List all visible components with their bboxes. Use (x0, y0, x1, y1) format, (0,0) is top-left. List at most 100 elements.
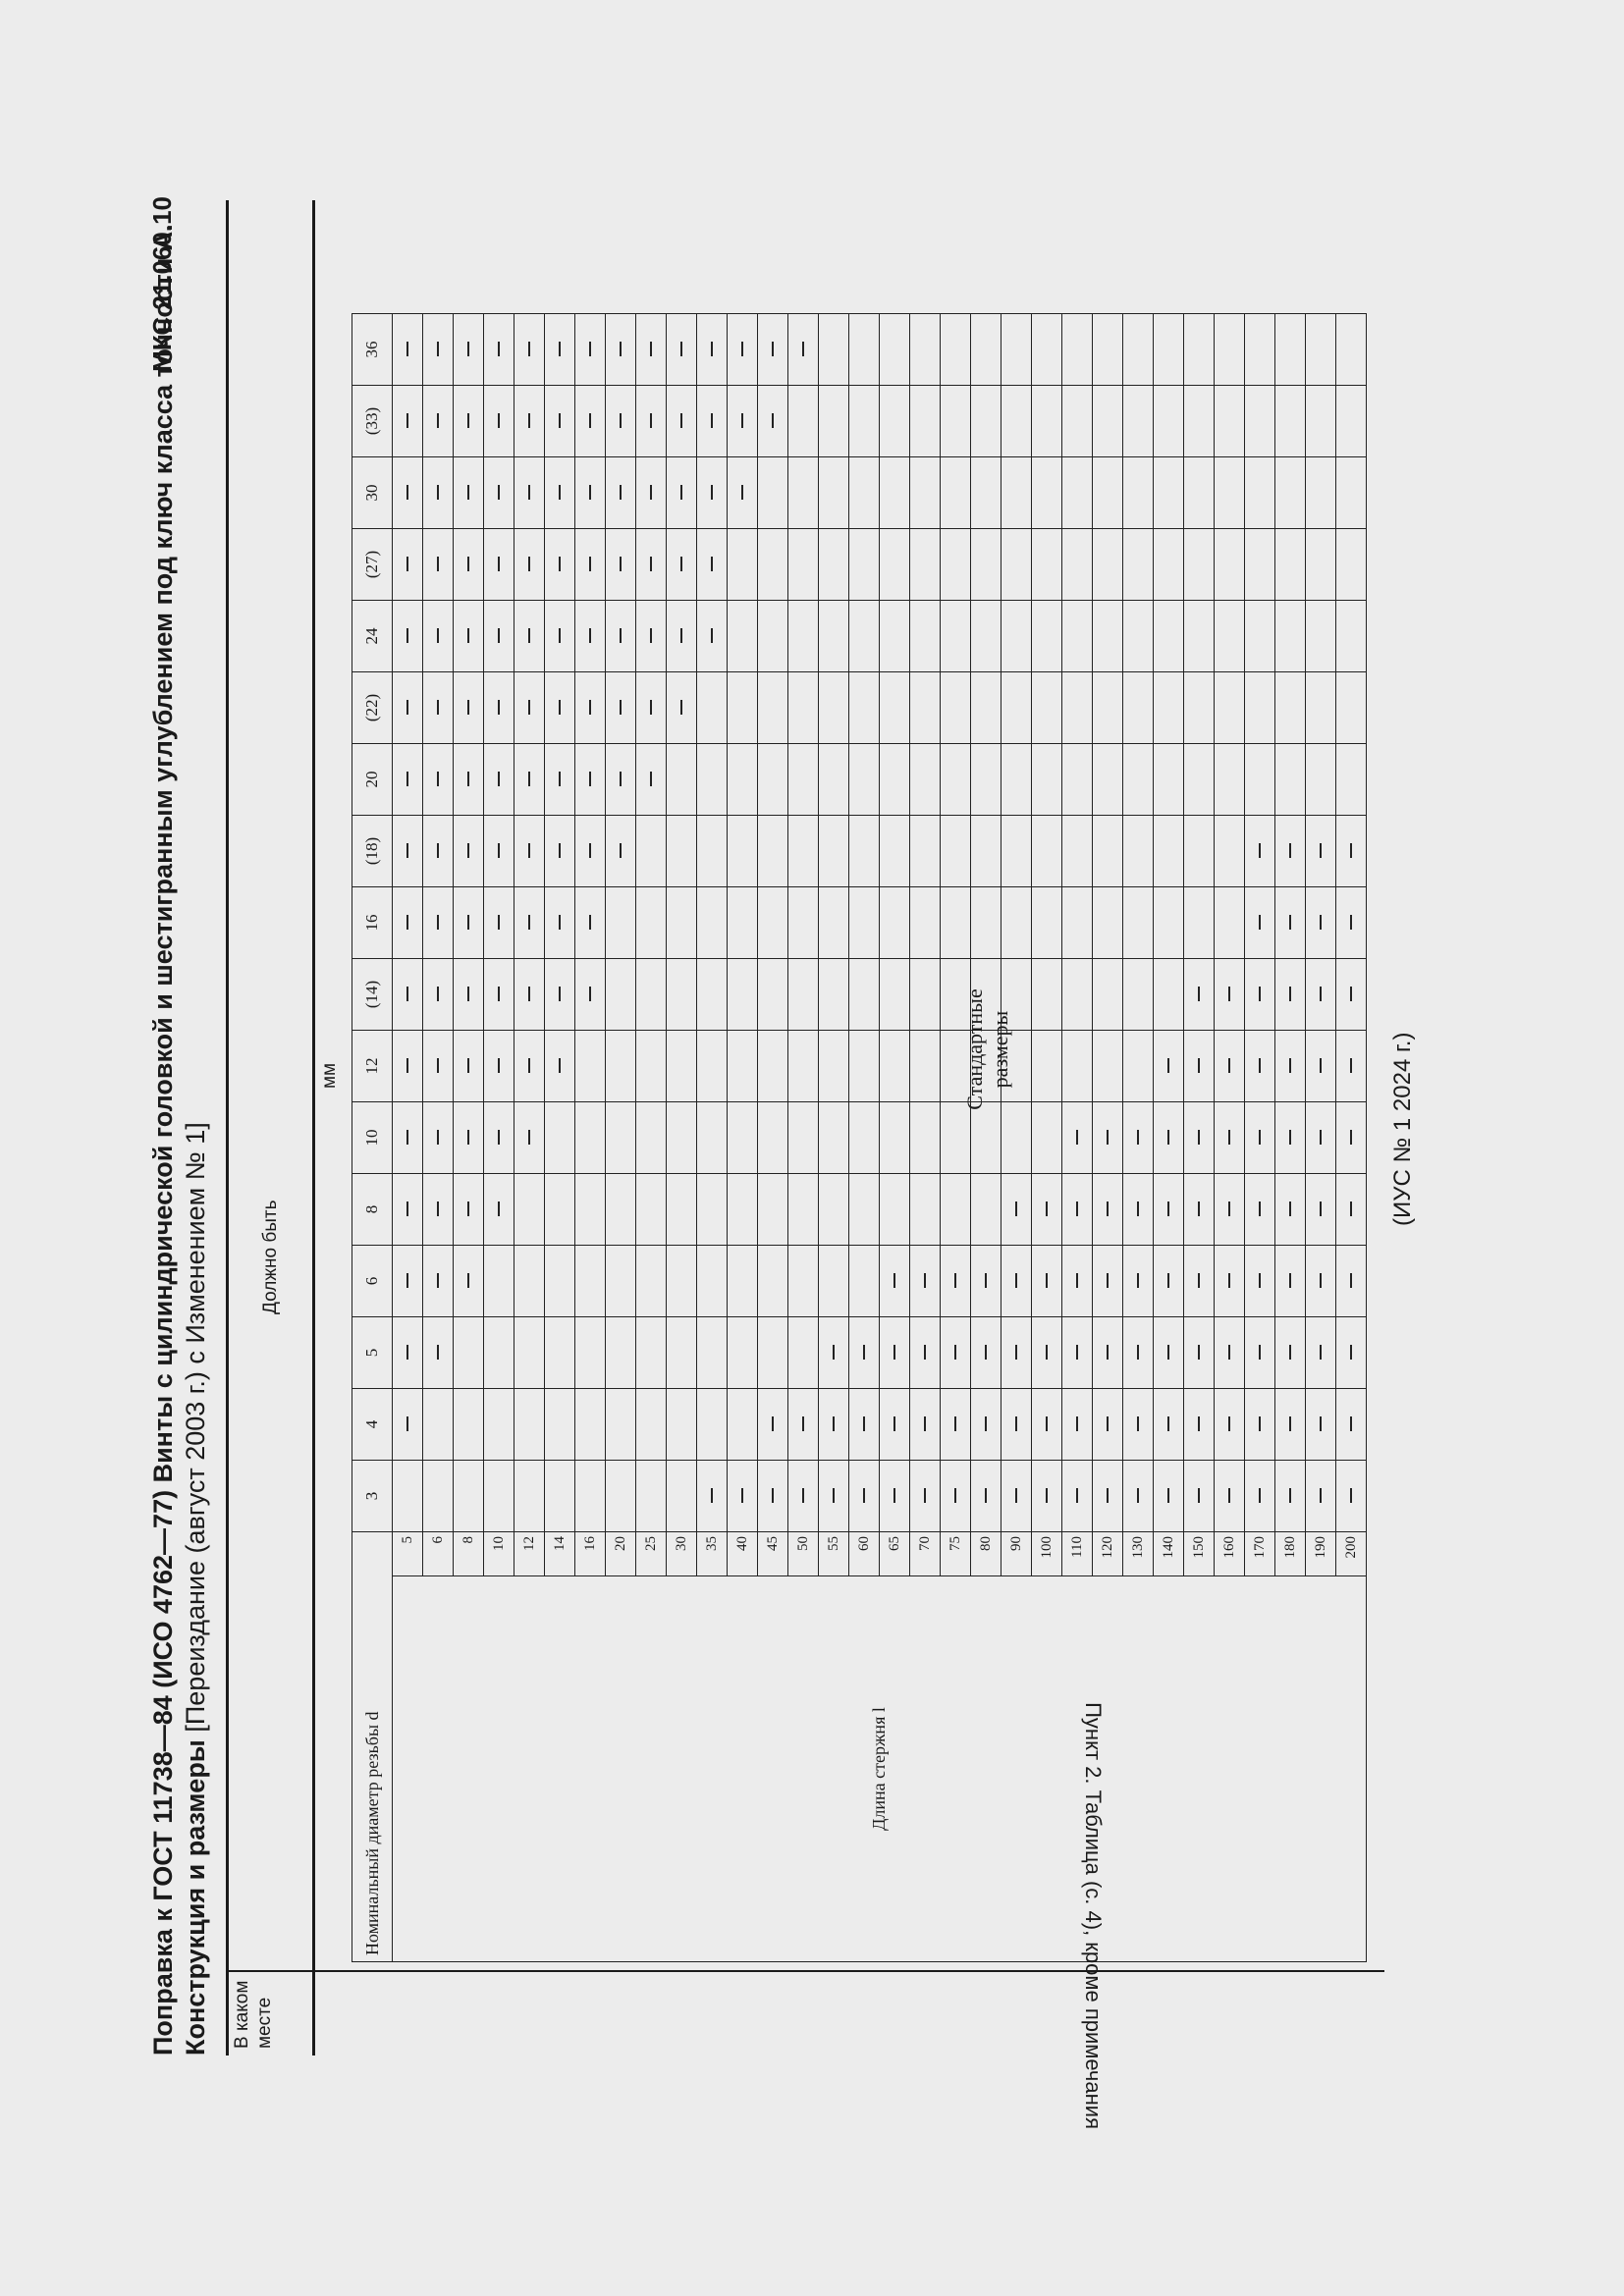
dash-cell (1001, 1245, 1032, 1317)
standard-cell (1122, 958, 1154, 1031)
frame-column-divider (226, 1970, 1384, 1972)
standard-cell (1061, 671, 1093, 744)
dash-cell (483, 671, 514, 744)
dash-cell (787, 1388, 819, 1461)
dash-cell (1274, 1030, 1306, 1102)
standard-cell (757, 1173, 788, 1246)
standard-sizes-note: Стандартные размеры (962, 988, 1012, 1110)
dash-cell (727, 456, 758, 529)
dash-cell (483, 958, 514, 1031)
standard-cell (1122, 313, 1154, 386)
standard-cell (1244, 743, 1275, 816)
dash-cell (666, 671, 697, 744)
standard-cell (1122, 815, 1154, 887)
standard-cell (1122, 528, 1154, 601)
dash-cell (544, 1030, 575, 1102)
dash-cell (1122, 1460, 1154, 1532)
dash-cell (1153, 1030, 1184, 1102)
dash-cell (544, 600, 575, 672)
standard-cell (848, 456, 880, 529)
diameter-header: 3 (352, 1460, 393, 1532)
dash-cell (514, 528, 545, 601)
dash-cell (514, 385, 545, 457)
dash-cell (544, 528, 575, 601)
dash-cell (1183, 1030, 1215, 1102)
standard-cell (879, 456, 910, 529)
dash-cell (1001, 1460, 1032, 1532)
length-value: 80 (970, 1531, 1001, 1576)
dash-cell (422, 385, 454, 457)
dash-cell (453, 385, 484, 457)
dash-cell (453, 456, 484, 529)
dash-cell (422, 958, 454, 1031)
standard-cell (909, 743, 941, 816)
should-be-column-header: Должно быть (260, 1200, 281, 1314)
dash-cell (544, 313, 575, 386)
dash-cell (1031, 1173, 1062, 1246)
dash-cell (453, 313, 484, 386)
dash-cell (392, 456, 423, 529)
dash-cell (1122, 1101, 1154, 1174)
dash-cell (1214, 1245, 1245, 1317)
standard-cell (1214, 313, 1245, 386)
standard-cell (818, 456, 849, 529)
standard-cell (818, 313, 849, 386)
standard-cell (1183, 815, 1215, 887)
standard-cell (1001, 886, 1032, 959)
standard-cell (1061, 313, 1093, 386)
standard-cell (727, 1173, 758, 1246)
standard-cell (1335, 385, 1367, 457)
standard-cell (1001, 456, 1032, 529)
diameter-header: 8 (352, 1173, 393, 1246)
standard-cell (1092, 528, 1123, 601)
length-value: 200 (1335, 1531, 1367, 1576)
dash-cell (1183, 1245, 1215, 1317)
standard-cell (1031, 385, 1062, 457)
dash-cell (392, 313, 423, 386)
standard-cell (666, 1030, 697, 1102)
dash-cell (514, 313, 545, 386)
dash-cell (1031, 1316, 1062, 1389)
length-value: 8 (453, 1531, 484, 1576)
standard-cell (909, 671, 941, 744)
dash-cell (696, 456, 728, 529)
standard-cell (696, 1101, 728, 1174)
dash-cell (1305, 1460, 1336, 1532)
dash-cell (453, 743, 484, 816)
standard-cell (818, 385, 849, 457)
standard-cell (727, 1245, 758, 1317)
standard-cell (879, 958, 910, 1031)
dash-cell (1335, 1245, 1367, 1317)
standard-cell (1214, 528, 1245, 601)
dash-cell (574, 886, 606, 959)
standard-cell (1031, 815, 1062, 887)
dash-cell (574, 671, 606, 744)
standard-cell (483, 1316, 514, 1389)
standard-cell (879, 886, 910, 959)
dash-cell (909, 1245, 941, 1317)
dash-cell (605, 671, 636, 744)
length-value: 180 (1274, 1531, 1306, 1576)
standard-cell (757, 671, 788, 744)
standard-cell (605, 1173, 636, 1246)
standard-cell (666, 1101, 697, 1174)
dash-cell (1092, 1173, 1123, 1246)
standard-cell (727, 600, 758, 672)
dash-cell (1305, 1030, 1336, 1102)
standard-cell (1031, 886, 1062, 959)
standard-cell (696, 1173, 728, 1246)
dash-cell (514, 600, 545, 672)
standard-cell (818, 1030, 849, 1102)
dash-cell (940, 1388, 971, 1461)
standard-cell (635, 815, 667, 887)
dash-cell (453, 886, 484, 959)
dash-cell (666, 385, 697, 457)
standard-cell (1153, 886, 1184, 959)
dash-cell (605, 528, 636, 601)
standard-cell (848, 600, 880, 672)
standard-cell (514, 1316, 545, 1389)
standard-cell (727, 1101, 758, 1174)
standard-cell (909, 456, 941, 529)
standard-cell (818, 1101, 849, 1174)
dash-cell (483, 528, 514, 601)
